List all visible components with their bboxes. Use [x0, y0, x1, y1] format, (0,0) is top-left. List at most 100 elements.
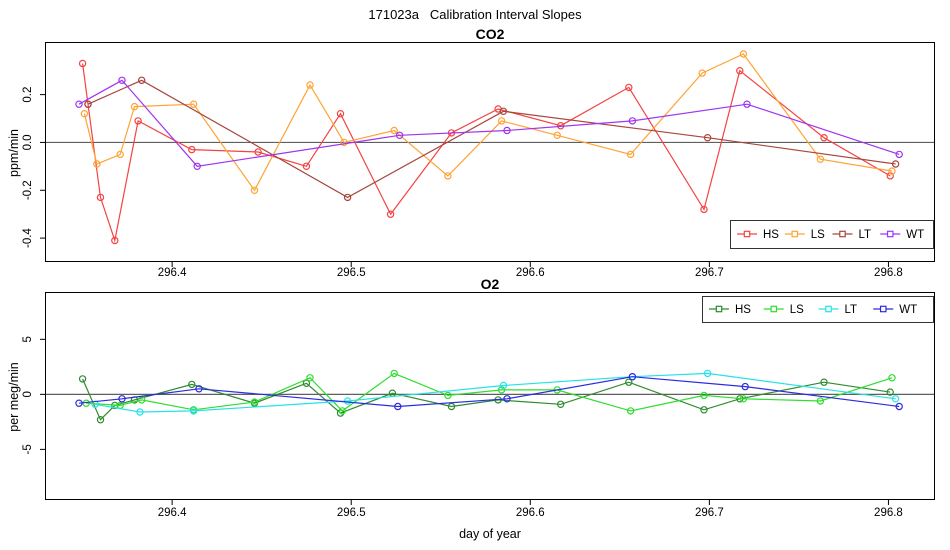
o2-plot-border — [45, 292, 935, 500]
o2-data-point-WT — [503, 395, 511, 403]
o2-legend-box — [702, 296, 934, 323]
o2-data-point-HS — [78, 375, 87, 383]
co2-data-point-LS — [306, 81, 314, 89]
co2-x-tick-label: 296.8 — [874, 267, 903, 279]
co2-legend-label-LT: LT — [859, 229, 872, 241]
co2-series-line-WT — [78, 79, 900, 167]
o2-data-point-WT — [75, 399, 83, 407]
co2-x-tick-label: 296.5 — [337, 267, 366, 279]
co2-data-point-HS — [336, 109, 345, 118]
co2-x-tick-label: 296.6 — [516, 267, 545, 279]
o2-legend-label-HS: HS — [735, 304, 751, 316]
o2-data-point-HS — [625, 378, 633, 386]
co2-data-point-LT — [703, 133, 712, 142]
x-axis-label: day of year — [459, 527, 521, 541]
o2-data-point-LS — [739, 395, 748, 403]
co2-data-point-HS — [625, 83, 633, 92]
o2-data-point-HS — [188, 380, 196, 389]
co2-data-point-LT — [343, 193, 352, 202]
co2-legend-label-LS: LS — [811, 229, 825, 241]
co2-data-point-LS — [93, 160, 101, 168]
o2-legend-marker-LS — [770, 305, 778, 313]
o2-data-point-WT — [628, 373, 637, 381]
o2-x-tick-label: 296.6 — [516, 507, 545, 519]
o2-data-point-HS — [336, 409, 345, 417]
co2-data-point-WT — [193, 162, 201, 170]
o2-data-point-LS — [626, 407, 635, 415]
o2-data-point-LS — [497, 386, 506, 394]
o2-data-point-HS — [302, 379, 311, 387]
co2-series-line-LT — [87, 79, 896, 199]
o2-data-point-LS — [816, 397, 825, 405]
co2-data-point-LS — [444, 172, 452, 180]
co2-data-point-LS — [739, 50, 748, 58]
o2-data-point-WT — [741, 382, 749, 391]
co2-data-point-WT — [395, 131, 404, 139]
o2-data-point-LS — [338, 407, 346, 415]
co2-data-point-LS — [116, 150, 124, 159]
co2-data-point-HS — [254, 148, 262, 156]
co2-legend-box — [730, 220, 934, 249]
o2-data-point-HS — [886, 388, 894, 396]
co2-data-point-HS — [78, 59, 87, 68]
co2-data-point-HS — [111, 236, 119, 245]
co2-data-point-LT — [499, 107, 508, 116]
co2-data-point-HS — [96, 193, 105, 202]
co2-data-point-HS — [386, 210, 395, 218]
o2-x-tick-label: 296.7 — [695, 507, 724, 519]
co2-data-point-LS — [130, 102, 139, 111]
o2-data-point-LT — [499, 381, 508, 390]
o2-legend-marker-WT — [879, 305, 887, 313]
co2-data-point-WT — [628, 117, 637, 125]
co2-x-tick-label: 296.4 — [158, 267, 187, 279]
co2-data-point-HS — [188, 145, 196, 154]
co2-series-line-LS — [83, 53, 893, 192]
co2-data-point-WT — [75, 100, 83, 108]
o2-legend-label-WT: WT — [899, 304, 917, 316]
o2-x-tick-label: 296.4 — [158, 507, 187, 519]
o2-legend-label-LS: LS — [790, 304, 804, 316]
co2-data-point-LS — [698, 69, 706, 77]
o2-data-point-LT — [703, 369, 712, 378]
o2-legend-marker-HS — [715, 305, 723, 313]
o2-data-point-WT — [195, 385, 203, 393]
co2-data-point-LS — [553, 131, 561, 139]
co2-panel-title: CO2 — [475, 26, 505, 42]
o2-data-point-LT — [136, 408, 144, 416]
co2-plot-border — [45, 42, 935, 262]
o2-data-point-LS — [306, 374, 314, 382]
o2-data-point-HS — [96, 416, 105, 424]
co2-data-point-LS — [390, 126, 398, 135]
co2-data-point-WT — [503, 126, 511, 135]
co2-data-point-WT — [895, 150, 903, 159]
o2-data-point-LT — [343, 397, 352, 405]
o2-data-point-LT — [189, 407, 198, 415]
o2-data-point-HS — [820, 378, 828, 386]
co2-legend-label-WT: WT — [906, 229, 924, 241]
co2-legend-marker-LT — [839, 230, 846, 238]
co2-y-tick-label: 0.2 — [22, 87, 34, 103]
o2-y-tick-label: 5 — [22, 336, 34, 342]
co2-series-line-HS — [82, 63, 891, 243]
o2-data-point-LS — [444, 391, 452, 400]
co2-legend-marker-LS — [791, 230, 799, 238]
co2-data-point-LS — [497, 117, 506, 125]
o2-legend-label-LT: LT — [845, 304, 858, 316]
o2-data-point-LS — [888, 374, 896, 382]
co2-data-point-HS — [886, 172, 894, 180]
o2-data-point-HS — [557, 400, 565, 408]
co2-data-point-HS — [134, 117, 142, 125]
co2-data-point-HS — [736, 66, 744, 75]
co2-legend-marker-WT — [886, 230, 894, 238]
co2-data-point-LS — [816, 155, 825, 163]
co2-legend-marker-HS — [743, 230, 751, 238]
co2-data-point-WT — [118, 76, 126, 85]
co2-data-point-LS — [888, 167, 896, 175]
o2-data-point-WT — [118, 395, 126, 403]
co2-data-point-HS — [302, 162, 311, 170]
co2-data-point-LT — [84, 100, 92, 108]
o2-data-point-LT — [891, 395, 900, 403]
o2-legend-marker-LT — [825, 305, 832, 313]
co2-data-point-WT — [743, 100, 751, 108]
